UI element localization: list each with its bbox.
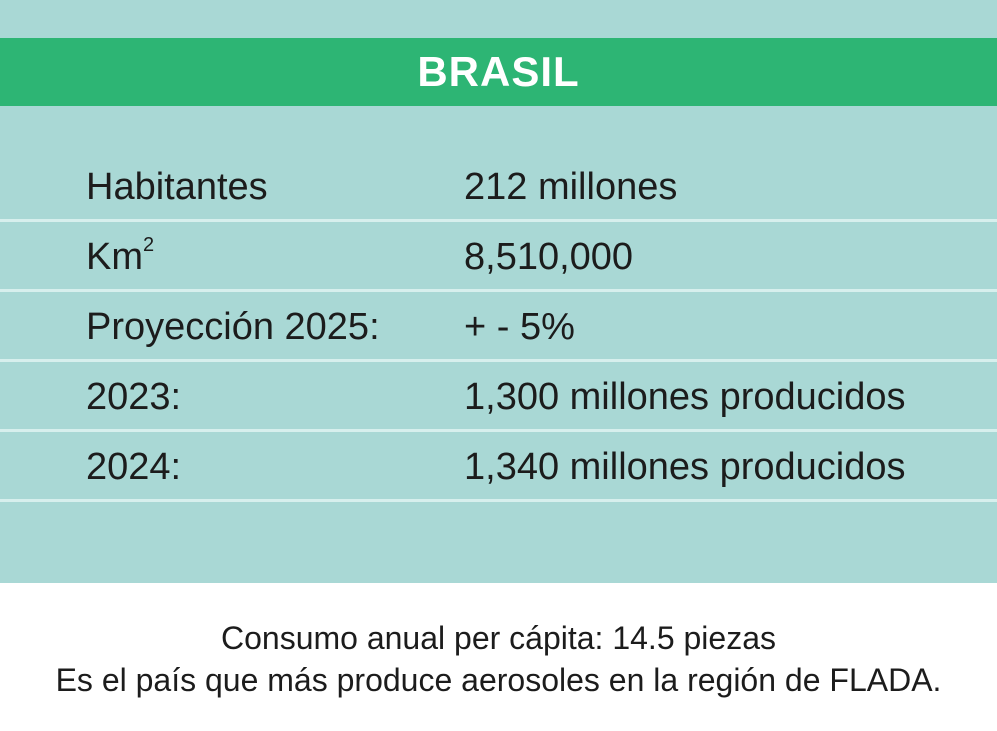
footer-line-region: Es el país que más produce aerosoles en …: [55, 662, 942, 698]
stat-label: 2024:: [86, 446, 182, 488]
country-title: BRASIL: [0, 38, 997, 106]
stat-row-projection: Proyección 2025: + - 5%: [0, 292, 997, 362]
stats-table: Habitantes 212 millones Km2 8,510,000 Pr…: [0, 152, 997, 502]
stat-label: Proyección 2025:: [86, 306, 380, 348]
stat-label: 2023:: [86, 376, 182, 418]
superscript: 2: [143, 234, 155, 256]
stat-row-2024: 2024: 1,340 millones producidos: [0, 432, 997, 502]
stat-value: 1,300 millones producidos: [464, 376, 906, 418]
footer-notes: Consumo anual per cápita: 14.5 piezas Es…: [0, 617, 997, 701]
stat-value: + - 5%: [464, 306, 575, 348]
stat-value: 8,510,000: [464, 236, 634, 278]
footer-line-consumption: Consumo anual per cápita: 14.5 piezas: [220, 620, 776, 656]
stat-label-text: Km: [86, 236, 143, 278]
stat-value: 1,340 millones producidos: [464, 446, 906, 488]
stat-label: Km2: [86, 222, 154, 292]
stat-value: 212 millones: [464, 166, 678, 208]
country-card: BRASIL Habitantes 212 millones Km2 8,510…: [0, 0, 997, 583]
stat-row-habitantes: Habitantes 212 millones: [0, 152, 997, 222]
stat-row-area: Km2 8,510,000: [0, 222, 997, 292]
stat-label: Habitantes: [86, 166, 268, 208]
stat-row-2023: 2023: 1,300 millones producidos: [0, 362, 997, 432]
